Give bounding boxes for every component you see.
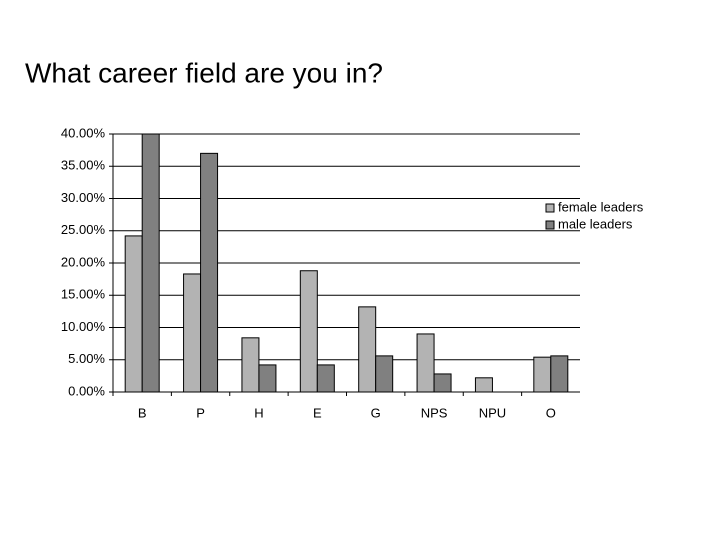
y-tick-label: 5.00%: [68, 351, 105, 366]
bar: [550, 355, 569, 393]
y-tick-label: 40.00%: [61, 125, 106, 140]
bar: [200, 152, 219, 393]
legend-label: female leaders: [558, 199, 644, 214]
x-tick-label: NPU: [479, 405, 506, 420]
bar: [533, 356, 552, 393]
y-tick-label: 35.00%: [61, 158, 106, 173]
bar: [183, 273, 202, 393]
x-tick-label: B: [138, 405, 147, 420]
legend-label: male leaders: [558, 216, 633, 231]
y-tick-label: 30.00%: [61, 190, 106, 205]
bar: [124, 235, 143, 393]
bar: [258, 364, 277, 393]
bar: [433, 373, 452, 393]
y-tick-label: 0.00%: [68, 383, 105, 398]
bar: [316, 364, 335, 393]
legend-swatch: [545, 220, 555, 230]
bar: [416, 333, 435, 393]
legend-swatch: [545, 203, 555, 213]
bar: [375, 355, 394, 393]
x-tick-label: O: [546, 405, 556, 420]
bar: [241, 337, 260, 393]
x-tick-label: NPS: [421, 405, 448, 420]
x-tick-label: H: [254, 405, 263, 420]
bar: [358, 306, 377, 393]
y-tick-label: 15.00%: [61, 287, 106, 302]
x-tick-label: P: [196, 405, 205, 420]
chart-title: What career field are you in?: [25, 57, 383, 88]
y-tick-label: 10.00%: [61, 319, 106, 334]
x-tick-label: G: [371, 405, 381, 420]
bar: [299, 270, 318, 393]
x-tick-label: E: [313, 405, 322, 420]
y-tick-label: 25.00%: [61, 222, 106, 237]
bar: [474, 377, 493, 393]
bar: [141, 133, 160, 393]
y-tick-label: 20.00%: [61, 254, 106, 269]
